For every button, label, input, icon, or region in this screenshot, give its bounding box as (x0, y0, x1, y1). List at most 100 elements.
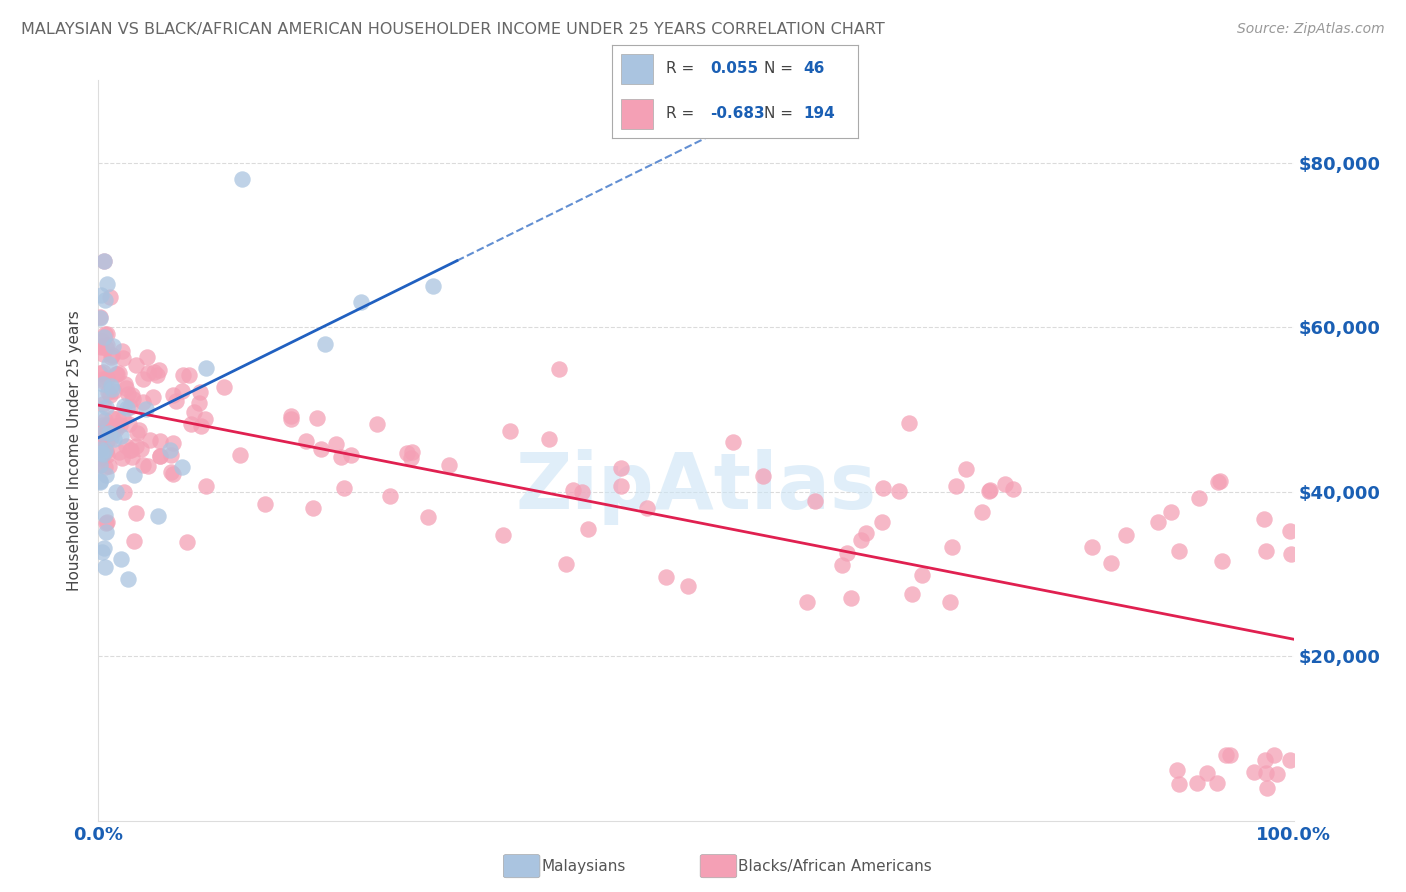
Point (136, 366, 159, 380)
Point (887, 484, 910, 499)
Point (571, 485, 593, 500)
Point (90, 441, 112, 455)
Point (554, 557, 576, 571)
Point (1160, 505, 1182, 519)
Point (195, 361, 218, 376)
Point (994, 476, 1017, 491)
Point (128, 423, 150, 437)
Point (105, 367, 128, 381)
Point (253, 497, 276, 511)
Point (121, 450, 143, 464)
Point (89, 310, 111, 325)
Point (132, 372, 155, 386)
Point (188, 396, 211, 410)
Point (416, 509, 439, 524)
Point (124, 468, 146, 483)
Point (117, 387, 139, 401)
Point (90, 288, 112, 302)
Point (90, 443, 112, 458)
Point (1219, 748, 1241, 763)
Point (115, 439, 138, 453)
Point (98, 357, 121, 371)
Point (94, 516, 117, 530)
Point (110, 552, 132, 566)
Point (350, 295, 373, 310)
Point (120, 443, 142, 458)
Point (91, 375, 114, 389)
Text: 46: 46 (804, 62, 825, 77)
Point (1211, 554, 1233, 568)
Point (835, 545, 858, 559)
Point (108, 366, 131, 380)
Text: Source: ZipAtlas.com: Source: ZipAtlas.com (1237, 22, 1385, 37)
Point (1185, 775, 1208, 789)
Point (804, 493, 827, 508)
Point (294, 434, 316, 448)
Point (1254, 765, 1277, 780)
Point (143, 365, 166, 379)
Point (90, 411, 112, 425)
Point (610, 461, 633, 475)
Point (94, 341, 117, 355)
Point (121, 443, 143, 458)
Point (1256, 543, 1278, 558)
Point (945, 479, 967, 493)
Point (100, 379, 122, 393)
Point (96, 417, 118, 432)
Point (91, 447, 114, 461)
Point (96, 448, 118, 462)
Point (131, 395, 153, 409)
Point (401, 444, 423, 458)
Text: R =: R = (666, 62, 699, 77)
Point (107, 445, 129, 459)
Point (1256, 781, 1278, 796)
Point (138, 458, 160, 473)
Point (124, 506, 146, 520)
Bar (621, 54, 654, 84)
Point (90, 431, 112, 445)
Point (576, 522, 599, 536)
Point (91, 426, 114, 441)
Point (872, 481, 894, 495)
Point (499, 424, 522, 438)
Point (93, 254, 115, 268)
Point (100, 350, 122, 364)
Point (1265, 767, 1288, 781)
Point (96, 371, 118, 385)
Point (162, 436, 184, 450)
Point (492, 527, 515, 541)
Point (104, 422, 127, 436)
Point (149, 434, 172, 449)
Point (955, 462, 977, 476)
Point (796, 595, 818, 609)
Point (91, 376, 114, 391)
Point (90, 391, 112, 405)
Point (129, 442, 152, 457)
Point (105, 368, 128, 382)
Point (751, 469, 773, 483)
Point (89, 431, 111, 445)
Point (93, 254, 115, 268)
Point (104, 484, 127, 499)
Point (94, 443, 117, 458)
Point (118, 401, 141, 415)
Point (302, 500, 325, 515)
Point (339, 448, 361, 462)
Point (90, 446, 112, 460)
Point (399, 451, 422, 466)
Point (94, 400, 117, 414)
Point (94, 326, 117, 341)
Text: R =: R = (666, 106, 699, 121)
Point (112, 484, 135, 499)
Point (125, 426, 148, 441)
Point (122, 392, 145, 406)
Point (89, 339, 111, 353)
Point (139, 433, 162, 447)
Point (1168, 544, 1191, 558)
Point (172, 384, 194, 398)
Point (229, 448, 252, 462)
Point (561, 483, 583, 497)
Point (89, 310, 111, 324)
Point (396, 446, 419, 460)
Point (839, 591, 862, 605)
